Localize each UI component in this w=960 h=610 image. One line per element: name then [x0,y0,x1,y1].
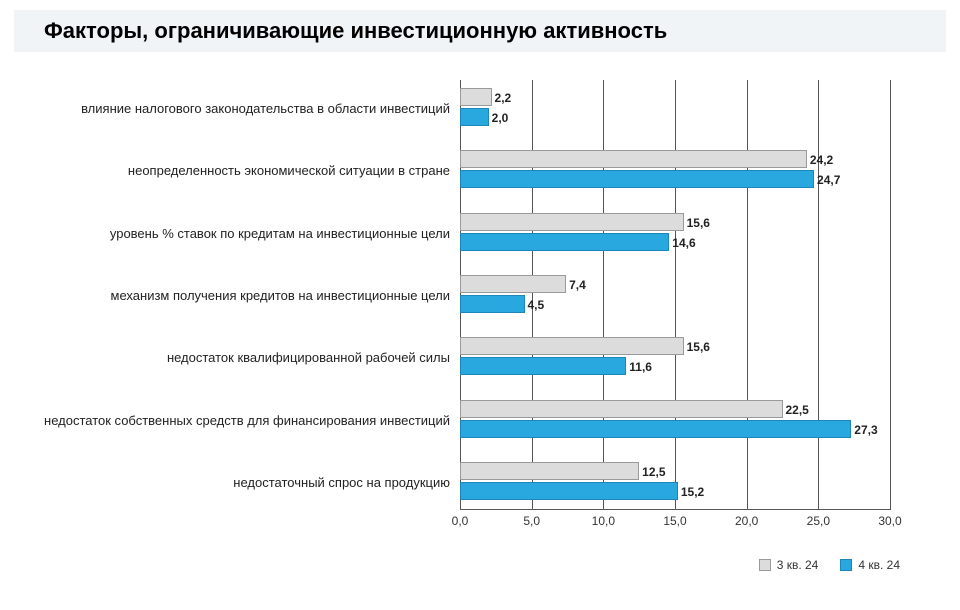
row-bars: 15,6 11,6 [460,335,890,381]
chart-row: недостаток квалифицированной рабочей сил… [40,335,890,381]
chart-container: 0,0 5,0 10,0 15,0 20,0 25,0 30,0 влияние налог… [40,80,920,580]
bar-s1: 12,5 [460,462,639,480]
bar-s2: 4,5 [460,295,525,313]
category-label: механизм получения кредитов на инвестици… [40,288,460,304]
legend-swatch [840,559,852,571]
x-tick-label: 10,0 [592,510,615,528]
legend-item: 4 кв. 24 [840,558,900,572]
bar-value-label: 15,6 [683,214,710,232]
bar-value-label: 22,5 [782,401,809,419]
bar-value-label: 4,5 [524,296,545,314]
row-bars: 12,515,2 [460,460,890,506]
chart-row: влияние налогового законодательства в об… [40,86,890,132]
bar-value-label: 15,2 [677,483,704,501]
bar-s2: 15,2 [460,482,678,500]
row-bars: 22,527,3 [460,398,890,444]
chart-row: недостаток собственных средств для финан… [40,398,890,444]
chart-title-bar: Факторы, ограничивающие инвестиционную а… [14,10,946,52]
legend-label: 4 кв. 24 [858,558,900,572]
bar-value-label: 11,6 [625,358,652,376]
bar-s1: 24,2 [460,150,807,168]
bar-s2: 27,3 [460,420,851,438]
x-tick-label: 30,0 [878,510,901,528]
category-label: недостаточный спрос на продукцию [40,475,460,491]
x-tick-label: 15,0 [663,510,686,528]
bar-s2: 24,7 [460,170,814,188]
bar-s1: 2,2 [460,88,492,106]
chart-row: механизм получения кредитов на инвестици… [40,273,890,319]
bar-value-label: 12,5 [638,463,665,481]
legend: 3 кв. 24 4 кв. 24 [759,558,900,572]
bar-value-label: 24,7 [813,171,840,189]
category-label: уровень % ставок по кредитам на инвестиц… [40,226,460,242]
x-tick-label: 25,0 [807,510,830,528]
row-bars: 2,22,0 [460,86,890,132]
category-label: неопределенность экономической ситуации … [40,163,460,179]
category-label: недостаток квалифицированной рабочей сил… [40,350,460,366]
grid-line [890,80,891,510]
chart-row: уровень % ставок по кредитам на инвестиц… [40,211,890,257]
bar-value-label: 14,6 [668,234,695,252]
bar-value-label: 27,3 [850,421,877,439]
category-label: недостаток собственных средств для финан… [40,413,460,429]
legend-item: 3 кв. 24 [759,558,819,572]
legend-swatch [759,559,771,571]
x-tick-label: 0,0 [452,510,469,528]
chart-row: недостаточный спрос на продукцию12,515,2 [40,460,890,506]
category-label: влияние налогового законодательства в об… [40,101,460,117]
row-bars: 15,6 14,6 [460,211,890,257]
bar-value-label: 2,2 [491,89,512,107]
bar-s1: 7,4 [460,275,566,293]
bar-value-label: 24,2 [806,151,833,169]
chart-rows: влияние налогового законодательства в об… [40,86,890,506]
bar-s2: 14,6 [460,233,669,251]
row-bars: 7,4 4,5 [460,273,890,319]
bar-value-label: 7,4 [565,276,586,294]
x-tick-label: 20,0 [735,510,758,528]
bar-value-label: 2,0 [488,109,509,127]
chart-title: Факторы, ограничивающие инвестиционную а… [44,18,916,44]
legend-label: 3 кв. 24 [777,558,819,572]
bar-s1: 15,6 [460,213,684,231]
x-tick-label: 5,0 [523,510,540,528]
chart-row: неопределенность экономической ситуации … [40,148,890,194]
bar-s2: 2,0 [460,108,489,126]
bar-value-label: 15,6 [683,338,710,356]
row-bars: 24,224,7 [460,148,890,194]
bar-s2: 11,6 [460,357,626,375]
bar-s1: 22,5 [460,400,783,418]
bar-s1: 15,6 [460,337,684,355]
